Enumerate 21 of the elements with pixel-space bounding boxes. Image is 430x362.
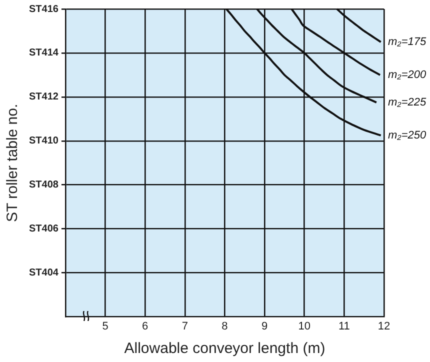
series-label: m₂=225	[388, 96, 428, 108]
x-axis-title: Allowable conveyor length (m)	[124, 340, 326, 358]
x-tick-label: 11	[338, 320, 350, 332]
y-axis-title: ST roller table no.	[4, 104, 22, 222]
y-tick-label: ST408	[28, 180, 59, 191]
x-tick-label: 7	[182, 320, 188, 332]
x-tick-label: 9	[261, 320, 268, 332]
y-tick-label: ST406	[28, 224, 59, 235]
x-tick-label: 10	[298, 320, 310, 332]
x-tick-label: 5	[102, 320, 108, 332]
x-tick-label: 12	[378, 320, 390, 332]
y-tick-label: ST412	[28, 92, 59, 103]
y-tick-label: ST416	[28, 4, 59, 15]
y-tick-label: ST414	[28, 48, 59, 59]
series-label: m₂=250	[388, 129, 428, 142]
x-tick-label: 8	[222, 320, 228, 332]
series-label: m₂=200	[388, 69, 428, 82]
y-tick-label: ST404	[28, 268, 59, 279]
x-tick-label: 6	[142, 320, 148, 332]
y-tick-label: ST410	[28, 136, 59, 147]
series-label: m₂=175	[388, 36, 428, 48]
